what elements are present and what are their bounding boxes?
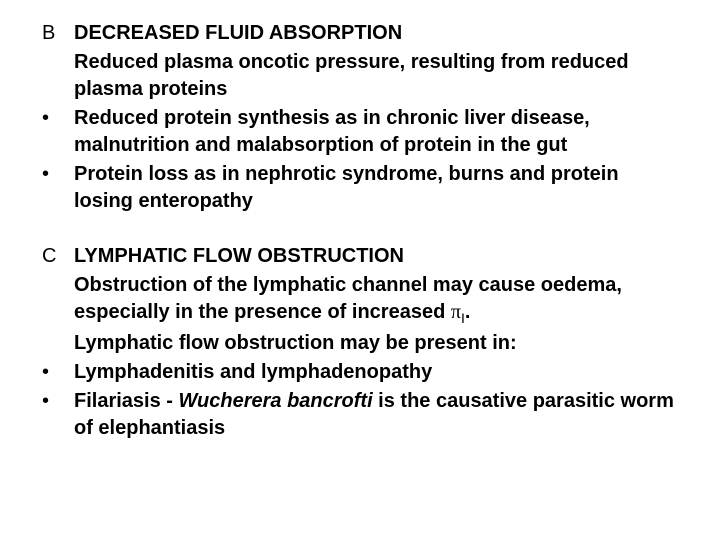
section-c-bullet-2: Filariasis - Wucherera bancrofti is the …	[74, 388, 680, 442]
section-c-bullet-1: Lymphadenitis and lymphadenopathy	[74, 359, 680, 386]
section-b-bullet-1: Reduced protein synthesis as in chronic …	[74, 105, 680, 159]
pi-symbol: π	[451, 301, 461, 323]
bullet-icon: •	[40, 161, 74, 188]
slide-page: B DECREASED FLUID ABSORPTION Reduced pla…	[0, 0, 720, 442]
section-c-intro1-prefix: Obstruction of the lymphatic channel may…	[74, 274, 622, 323]
section-c-heading: LYMPHATIC FLOW OBSTRUCTION	[74, 243, 680, 270]
section-c-heading-row: C LYMPHATIC FLOW OBSTRUCTION	[40, 243, 680, 270]
bullet-icon: •	[40, 105, 74, 132]
section-b-marker: B	[40, 20, 74, 47]
section-b-intro-row: Reduced plasma oncotic pressure, resulti…	[40, 49, 680, 103]
section-c-bullet-2-prefix: Filariasis -	[74, 390, 179, 412]
section-c-bullet-2-row: • Filariasis - Wucherera bancrofti is th…	[40, 388, 680, 442]
section-c-intro2-row: Lymphatic flow obstruction may be presen…	[40, 330, 680, 357]
section-c-marker: C	[40, 243, 74, 270]
section-spacer	[40, 217, 680, 243]
bullet-icon: •	[40, 388, 74, 415]
section-c-intro2: Lymphatic flow obstruction may be presen…	[74, 330, 680, 357]
section-c-bullet-2-italic: Wucherera bancrofti	[179, 390, 373, 412]
section-c-intro1-suffix: .	[465, 301, 471, 323]
section-c-intro1-row: Obstruction of the lymphatic channel may…	[40, 272, 680, 328]
section-b-heading: DECREASED FLUID ABSORPTION	[74, 20, 680, 47]
section-b-bullet-2: Protein loss as in nephrotic syndrome, b…	[74, 161, 680, 215]
section-c-bullet-1-row: • Lymphadenitis and lymphadenopathy	[40, 359, 680, 386]
section-c-intro1: Obstruction of the lymphatic channel may…	[74, 272, 680, 328]
bullet-icon: •	[40, 359, 74, 386]
section-b-bullet-1-row: • Reduced protein synthesis as in chroni…	[40, 105, 680, 159]
section-b-bullet-2-row: • Protein loss as in nephrotic syndrome,…	[40, 161, 680, 215]
section-b-heading-row: B DECREASED FLUID ABSORPTION	[40, 20, 680, 47]
section-b-intro: Reduced plasma oncotic pressure, resulti…	[74, 49, 680, 103]
